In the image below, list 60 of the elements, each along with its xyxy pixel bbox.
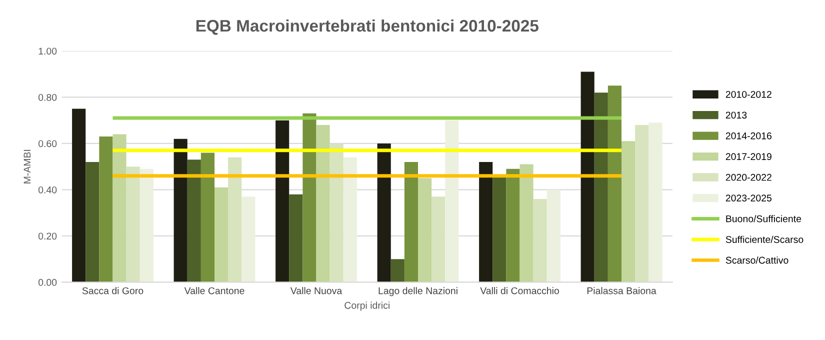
x-tick-label: Pialassa Baiona [587,287,656,294]
bar [445,120,459,282]
bar [174,138,188,282]
chart-title: EQB Macroinvertebrati bentonici 2010-2025 [196,19,538,35]
x-tick-label: Valli di Comacchio [480,287,559,294]
bar [377,143,391,282]
bar [242,196,256,282]
bar [289,194,303,282]
bar [99,136,113,282]
bar [390,259,404,282]
bar [126,166,140,282]
bar [343,157,357,282]
x-axis-title: Corpi idrici [344,302,390,311]
legend-label: Buono/Sufficiente [726,215,802,222]
bar [330,143,344,282]
bar [608,86,622,282]
bar [200,152,214,282]
legend-label: 2010-2012 [726,90,772,98]
bar [228,157,242,282]
legend-label: 2023-2025 [726,194,772,202]
legend-label: 2020-2022 [726,174,772,181]
bar [533,198,547,282]
bar [276,120,290,282]
bar [214,187,228,282]
y-tick-label: 0.00 [38,278,57,286]
legend-label: 2017-2019 [726,153,772,160]
bar [622,141,636,282]
x-tick-label: Sacca di Goro [82,287,144,294]
bar [520,164,534,282]
bar [418,178,432,282]
bar [648,122,662,282]
bar [404,162,418,282]
y-tick-label: 0.20 [38,232,57,240]
y-tick-label: 0.40 [38,186,57,194]
legend-label: Sufficiente/Scarso [726,236,804,243]
y-tick-label: 1.00 [38,48,57,55]
legend-label: 2013 [726,112,747,119]
bar [72,108,86,282]
y-tick-label: 0.80 [38,94,57,101]
x-tick-label: Valle Nuova [290,287,342,294]
legend-label: 2014-2016 [726,132,772,140]
x-tick-label: Lago delle Nazioni [378,287,458,296]
x-tick-label: Valle Cantone [184,287,244,294]
bar [316,124,330,282]
bar [86,162,100,282]
bar [432,196,446,282]
y-tick-label: 0.60 [38,140,57,148]
bar [546,190,560,282]
bar [492,176,506,282]
bar [580,72,594,282]
bar [140,168,154,282]
y-axis-title: M-AMBI [24,150,31,184]
bar [479,162,493,282]
bar [112,134,126,282]
bar [506,168,520,282]
bar [187,160,201,282]
bar [302,113,316,282]
bar [594,92,608,282]
legend-label: Scarso/Cattivo [726,256,788,264]
bar [635,124,649,282]
